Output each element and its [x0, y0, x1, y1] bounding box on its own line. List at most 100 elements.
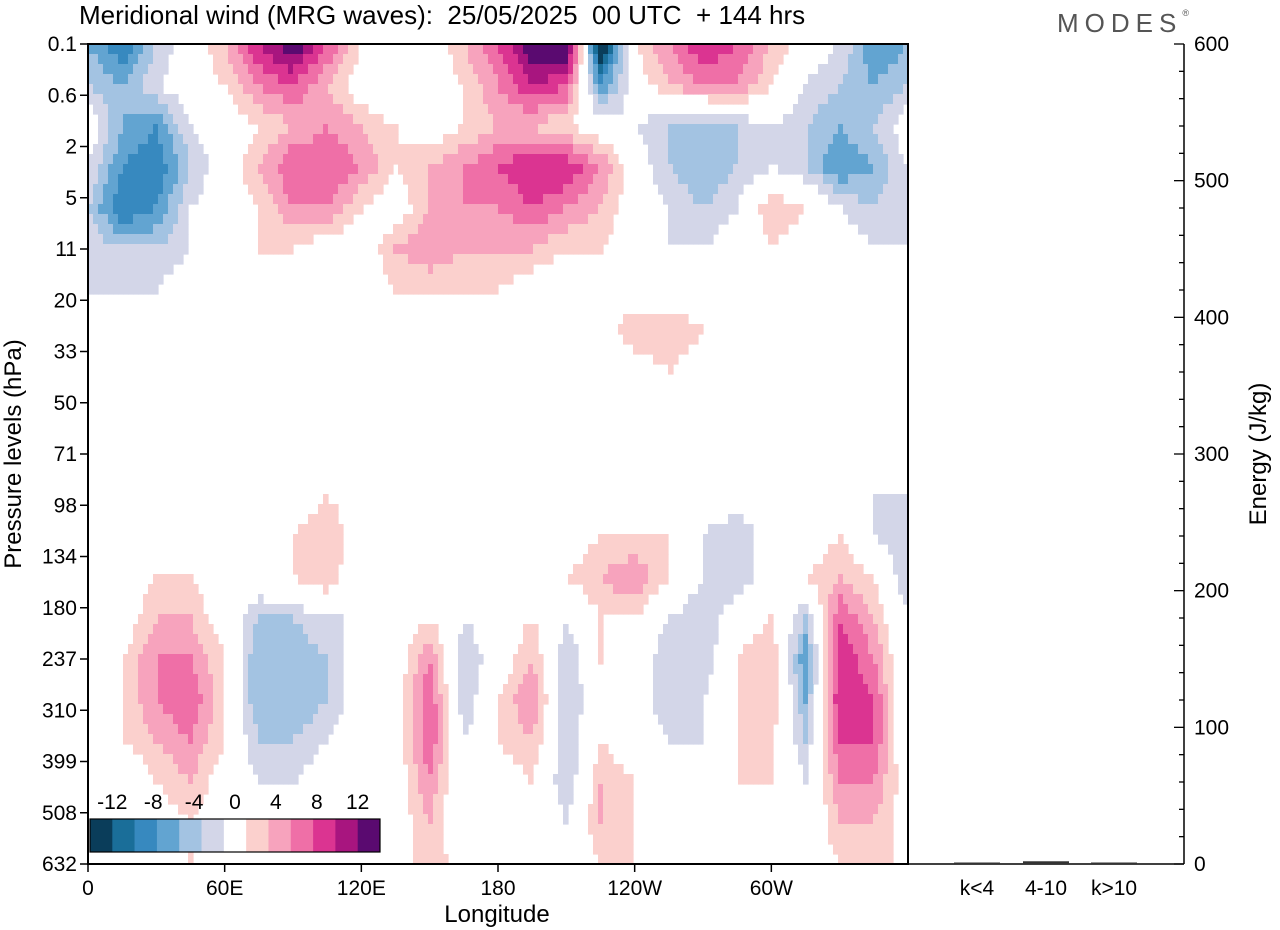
heatmap-cell	[333, 624, 339, 635]
heatmap-cell	[478, 74, 484, 85]
heatmap-cell	[323, 574, 329, 585]
heatmap-cell	[123, 674, 129, 685]
heatmap-cell	[188, 144, 194, 155]
heatmap-cell	[458, 184, 464, 195]
heatmap-cell	[263, 624, 269, 635]
heatmap-cell	[783, 224, 789, 235]
heatmap-cell	[778, 54, 784, 65]
heatmap-cell	[528, 94, 534, 105]
heatmap-cell	[673, 44, 679, 55]
heatmap-cell	[473, 44, 479, 55]
heatmap-cell	[133, 54, 139, 65]
heatmap-cell	[523, 94, 529, 105]
heatmap-cell	[683, 314, 689, 325]
heatmap-cell	[313, 564, 319, 575]
heatmap-cell	[733, 544, 739, 555]
heatmap-cell	[358, 144, 364, 155]
heatmap-cell	[343, 74, 349, 85]
heatmap-cell	[553, 154, 559, 165]
heatmap-cell	[603, 754, 609, 765]
heatmap-cell	[288, 674, 294, 685]
heatmap-cell	[338, 554, 344, 565]
heatmap-cell	[373, 174, 379, 185]
heatmap-cell	[658, 704, 664, 715]
heatmap-cell	[273, 94, 279, 105]
heatmap-cell	[88, 154, 94, 165]
heatmap-cell	[98, 204, 104, 215]
heatmap-cell	[433, 234, 439, 245]
heatmap-cell	[118, 154, 124, 165]
heatmap-cell	[748, 644, 754, 655]
heatmap-cell	[838, 614, 844, 625]
heatmap-cell	[623, 64, 629, 75]
heatmap-cell	[868, 594, 874, 605]
heatmap-cell	[288, 124, 294, 135]
heatmap-cell	[273, 694, 279, 705]
heatmap-cell	[838, 124, 844, 135]
heatmap-cell	[98, 94, 104, 105]
heatmap-cell	[478, 144, 484, 155]
heatmap-cell	[223, 74, 229, 85]
heatmap-cell	[138, 174, 144, 185]
heatmap-cell	[568, 244, 574, 255]
heatmap-cell	[848, 654, 854, 665]
heatmap-cell	[243, 664, 249, 675]
heatmap-cell	[613, 804, 619, 815]
heatmap-cell	[153, 604, 159, 615]
heatmap-cell	[813, 124, 819, 135]
heatmap-cell	[828, 554, 834, 565]
heatmap-cell	[338, 64, 344, 75]
heatmap-cell	[153, 254, 159, 265]
heatmap-cell	[758, 734, 764, 745]
heatmap-cell	[173, 644, 179, 655]
heatmap-cell	[888, 794, 894, 805]
heatmap-cell	[613, 44, 619, 55]
heatmap-cell	[763, 144, 769, 155]
heatmap-cell	[143, 264, 149, 275]
heatmap-cell	[253, 44, 259, 55]
heatmap-cell	[493, 44, 499, 55]
heatmap-cell	[158, 54, 164, 65]
heatmap-cell	[158, 94, 164, 105]
heatmap-cell	[123, 274, 129, 285]
heatmap-cell	[563, 124, 569, 135]
heatmap-cell	[298, 134, 304, 145]
heatmap-cell	[543, 54, 549, 65]
heatmap-cell	[703, 194, 709, 205]
heatmap-cell	[428, 694, 434, 705]
heatmap-cell	[878, 64, 884, 75]
heatmap-cell	[693, 724, 699, 735]
heatmap-cell	[858, 134, 864, 145]
pressure-tick-label: 50	[54, 392, 77, 415]
heatmap-cell	[653, 164, 659, 175]
heatmap-cell	[573, 744, 579, 755]
heatmap-cell	[413, 804, 419, 815]
heatmap-cell	[473, 94, 479, 105]
heatmap-cell	[178, 134, 184, 145]
heatmap-cell	[648, 584, 654, 595]
heatmap-cell	[488, 54, 494, 65]
heatmap-cell	[493, 114, 499, 125]
heatmap-cell	[848, 774, 854, 785]
heatmap-cell	[738, 654, 744, 665]
heatmap-cell	[263, 54, 269, 65]
heatmap-cell	[198, 174, 204, 185]
heatmap-cell	[698, 144, 704, 155]
heatmap-cell	[878, 764, 884, 775]
heatmap-cell	[363, 124, 369, 135]
heatmap-cell	[663, 694, 669, 705]
heatmap-cell	[98, 114, 104, 125]
heatmap-cell	[663, 564, 669, 575]
heatmap-cell	[603, 534, 609, 545]
heatmap-cell	[608, 784, 614, 795]
heatmap-cell	[673, 334, 679, 345]
heatmap-cell	[428, 814, 434, 825]
heatmap-cell	[173, 694, 179, 705]
heatmap-cell	[638, 544, 644, 555]
heatmap-cell	[888, 94, 894, 105]
heatmap-cell	[133, 204, 139, 215]
heatmap-cell	[178, 724, 184, 735]
heatmap-cell	[283, 664, 289, 675]
heatmap-cell	[558, 184, 564, 195]
heatmap-cell	[298, 544, 304, 555]
